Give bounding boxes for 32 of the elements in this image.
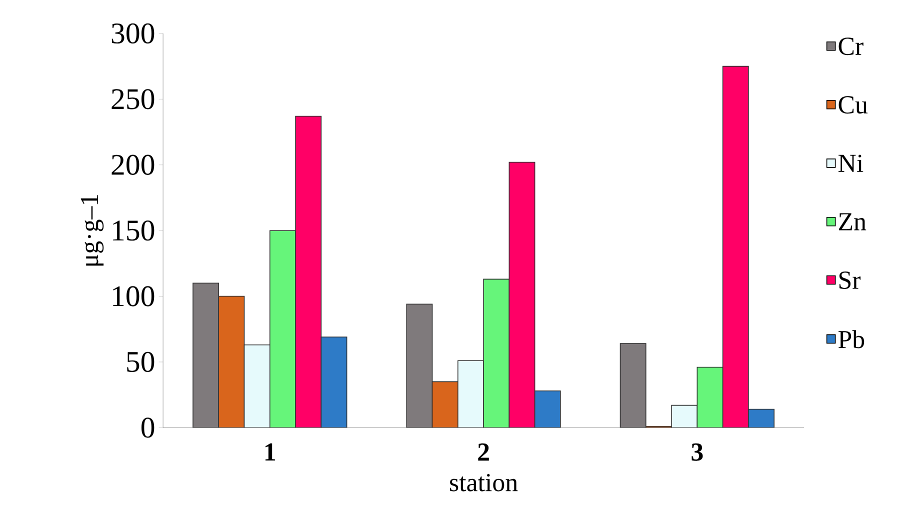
x-tick-label: 3 xyxy=(692,443,703,461)
y-tick-label: 250 xyxy=(112,88,154,110)
legend-label: Cu xyxy=(838,96,868,114)
legend-label: Pb xyxy=(838,330,864,348)
y-tick-label: 200 xyxy=(112,154,154,175)
y-tick-label: 300 xyxy=(112,23,154,44)
y-tick-label: 0 xyxy=(141,417,154,438)
bar xyxy=(458,360,484,428)
legend-label: Sr xyxy=(839,271,861,289)
bar xyxy=(620,343,646,428)
bar xyxy=(218,296,245,428)
bar xyxy=(320,336,348,428)
bar xyxy=(722,66,749,428)
bar xyxy=(432,381,458,428)
bar xyxy=(192,282,220,428)
bar xyxy=(295,116,322,428)
x-axis-title: station xyxy=(450,474,518,492)
y-tick-label: 150 xyxy=(113,220,154,241)
x-tick-label: 2 xyxy=(478,443,489,460)
legend-label: Ni xyxy=(838,154,864,172)
bar xyxy=(508,162,536,428)
bar xyxy=(406,304,433,428)
bar xyxy=(534,390,561,428)
y-tick-label: 50 xyxy=(127,352,154,372)
y-axis-title: μg·g–1 xyxy=(80,194,104,266)
bar xyxy=(671,404,698,428)
bar xyxy=(748,408,774,428)
y-tick-label: 100 xyxy=(113,286,154,306)
bar xyxy=(244,344,270,428)
x-tick-label: 1 xyxy=(265,443,276,460)
legend-label: Cr xyxy=(838,38,864,55)
legend-label: Zn xyxy=(838,213,866,230)
